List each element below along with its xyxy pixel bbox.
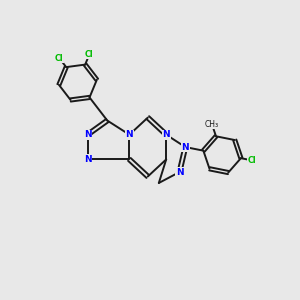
Text: Cl: Cl <box>85 50 94 59</box>
Text: Cl: Cl <box>248 156 256 165</box>
Text: N: N <box>162 130 170 139</box>
Text: N: N <box>84 130 92 139</box>
Text: N: N <box>176 168 183 177</box>
Text: Cl: Cl <box>55 54 64 63</box>
Text: N: N <box>126 130 133 139</box>
Text: N: N <box>182 142 189 152</box>
Text: CH₃: CH₃ <box>205 120 219 129</box>
Text: N: N <box>84 155 92 164</box>
